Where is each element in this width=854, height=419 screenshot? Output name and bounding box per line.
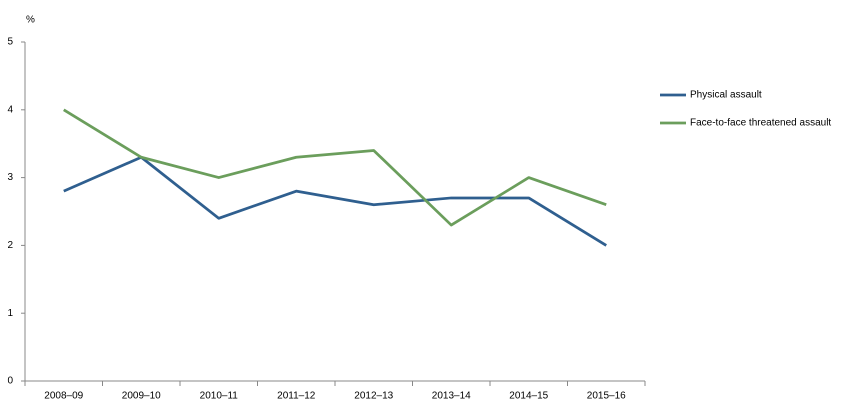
x-tick-label: 2010–11	[200, 391, 239, 402]
x-tick-label: 2012–13	[354, 391, 393, 402]
y-tick-label: 5	[7, 37, 13, 48]
x-tick-label: 2009–10	[122, 391, 161, 402]
x-tick-label: 2015–16	[587, 391, 626, 402]
y-tick-label: 2	[7, 240, 13, 251]
series-line	[63, 108, 607, 227]
x-tick-label: 2008–09	[44, 391, 83, 402]
y-tick-label: 0	[7, 376, 13, 387]
legend-label: Face-to-face threatened assault	[690, 118, 831, 129]
series-line	[63, 155, 607, 247]
x-tick-label: 2014–15	[509, 391, 548, 402]
y-tick-label: 4	[7, 104, 13, 115]
legend-label: Physical assault	[690, 90, 762, 101]
x-tick-label: 2011–12	[277, 391, 316, 402]
y-tick-label: 1	[7, 308, 13, 319]
x-tick-label: 2013–14	[432, 391, 471, 402]
y-tick-label: 3	[7, 172, 13, 183]
y-axis-label: %	[26, 15, 35, 26]
